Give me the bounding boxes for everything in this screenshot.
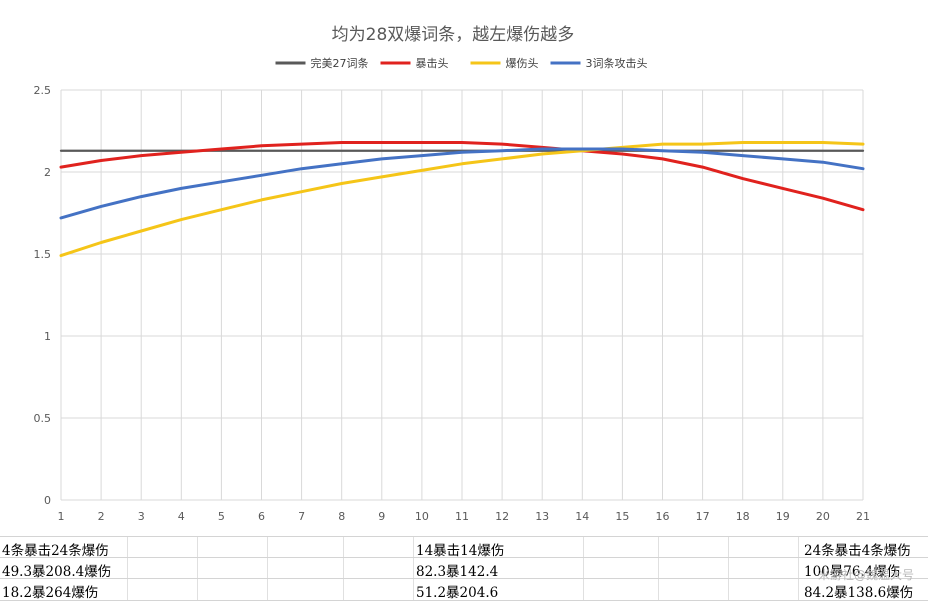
x-tick-label: 7 xyxy=(298,510,305,523)
axes: 1 2 3 4 5 6 7 8 9 10 11 12 13 14 15 16 17 18 19 20 2100.511.… xyxy=(34,84,871,523)
table-gridline xyxy=(267,536,268,600)
table-cell: 51.2暴204.6 xyxy=(416,585,499,601)
x-tick-label: 13 xyxy=(535,510,549,523)
x-tick-label: 3 xyxy=(138,510,145,523)
table-gridline xyxy=(413,536,414,600)
x-tick-label: 6 xyxy=(258,510,265,523)
x-tick-label: 12 xyxy=(495,510,509,523)
legend-entry: 3词条攻击头 xyxy=(586,56,648,70)
x-tick-label: 9 xyxy=(378,510,385,523)
series-lines xyxy=(59,141,865,258)
table-row: 18.2暴264爆伤 51.2暴204.6 84.2暴138.6爆伤 xyxy=(0,578,928,601)
x-tick-label: 15 xyxy=(615,510,629,523)
table-row: 4条暴击24条爆伤 14暴击14爆伤 24条暴击4条爆伤 xyxy=(0,536,928,559)
x-tick-label: 5 xyxy=(218,510,225,523)
table-gridline xyxy=(658,536,659,600)
table-cell: 4条暴击24条爆伤 xyxy=(2,543,109,559)
y-tick-label: 2 xyxy=(44,166,51,179)
x-tick-label: 11 xyxy=(455,510,469,523)
legend-entry: 暴击头 xyxy=(416,57,449,70)
chart-title: 均为28双爆词条，越左爆伤越多 xyxy=(332,25,575,45)
y-tick-label: 0.5 xyxy=(34,412,52,425)
x-tick-label: 18 xyxy=(736,510,750,523)
table-cell: 84.2暴138.6爆伤 xyxy=(804,585,914,601)
x-tick-label: 16 xyxy=(656,510,670,523)
x-tick-label: 17 xyxy=(696,510,710,523)
series-line-4 xyxy=(59,147,865,220)
table-gridline xyxy=(728,536,729,600)
table-cell: 100暴76.4爆伤 xyxy=(804,564,901,580)
data-table: 4条暴击24条爆伤 14暴击14爆伤 24条暴击4条爆伤 49.3暴208.4爆… xyxy=(0,536,928,601)
table-cell: 18.2暴264爆伤 xyxy=(2,585,99,601)
table-gridline xyxy=(583,536,584,600)
x-tick-label: 20 xyxy=(816,510,830,523)
legend-entry: 完美27词条 xyxy=(311,56,369,70)
y-tick-label: 1 xyxy=(44,330,51,343)
x-tick-label: 14 xyxy=(575,510,589,523)
y-tick-label: 0 xyxy=(44,494,51,507)
y-tick-label: 1.5 xyxy=(34,248,52,261)
series-line-3 xyxy=(59,141,865,258)
x-tick-label: 21 xyxy=(856,510,870,523)
y-tick-label: 2.5 xyxy=(34,84,52,97)
x-tick-label: 10 xyxy=(415,510,429,523)
legend-entry: 爆伤头 xyxy=(506,56,539,70)
legend: 完美27词条 暴击头 爆伤头 3词条攻击头 xyxy=(275,56,648,70)
x-tick-label: 4 xyxy=(178,510,185,523)
x-tick-label: 1 xyxy=(58,510,65,523)
table-cell: 49.3暴208.4爆伤 xyxy=(2,564,112,580)
x-tick-label: 2 xyxy=(98,510,105,523)
x-tick-label: 19 xyxy=(776,510,790,523)
table-cell: 82.3暴142.4 xyxy=(416,564,499,580)
table-gridline xyxy=(197,536,198,600)
table-row: 49.3暴208.4爆伤 82.3暴142.4 100暴76.4爆伤 xyxy=(0,557,928,580)
series-line-2 xyxy=(59,141,865,212)
grid xyxy=(60,89,864,501)
table-gridline xyxy=(343,536,344,600)
table-cell: 24条暴击4条爆伤 xyxy=(804,543,911,559)
table-gridline xyxy=(127,536,128,600)
watermark: 米游社@魏温大号 xyxy=(817,568,914,582)
table-gridline xyxy=(798,536,799,600)
x-tick-label: 8 xyxy=(338,510,345,523)
table-cell: 14暴击14爆伤 xyxy=(416,543,505,559)
